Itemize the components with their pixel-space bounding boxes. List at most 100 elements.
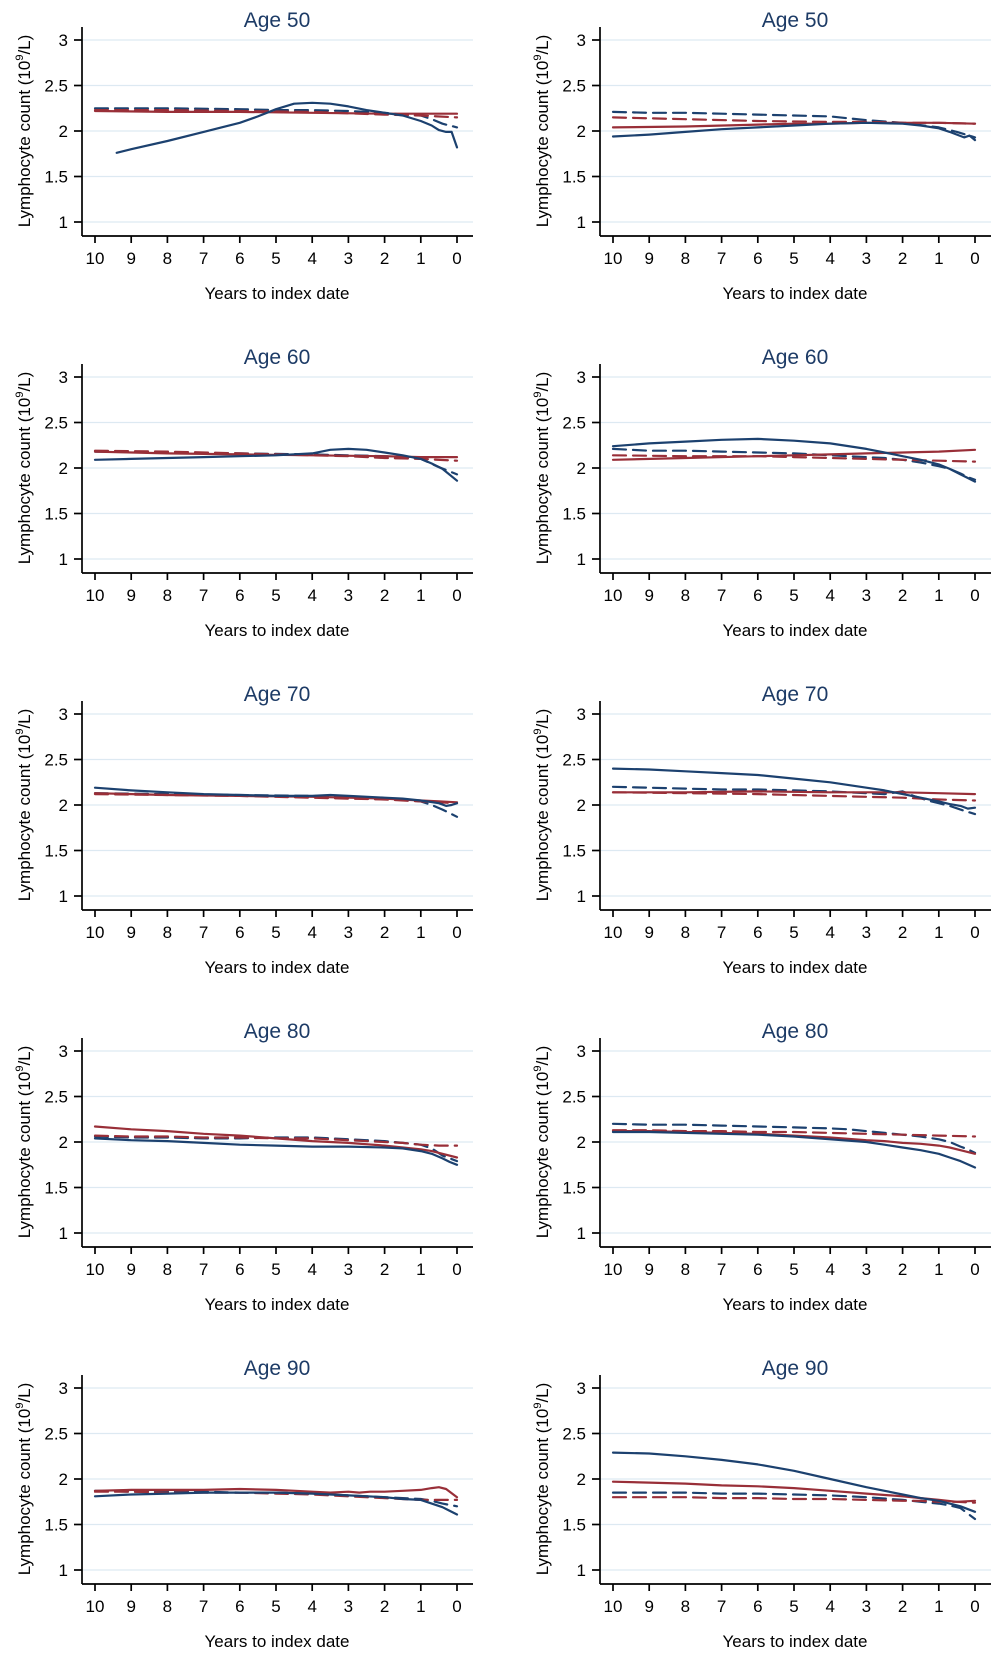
- x-tick-label: 1: [416, 1597, 425, 1616]
- x-tick-label: 9: [126, 1260, 135, 1279]
- x-tick-label: 0: [452, 923, 461, 942]
- x-tick-label: 6: [753, 1260, 762, 1279]
- x-tick-label: 7: [717, 586, 726, 605]
- x-axis-label: Years to index date: [205, 1295, 350, 1314]
- y-tick-label: 2.5: [562, 751, 586, 770]
- x-tick-label: 3: [344, 586, 353, 605]
- x-tick-label: 4: [307, 586, 316, 605]
- y-axis-label: Lymphocyte count (109/L): [532, 35, 552, 228]
- x-tick-label: 7: [199, 923, 208, 942]
- x-tick-label: 6: [235, 586, 244, 605]
- x-tick-label: 0: [452, 1597, 461, 1616]
- y-tick-label: 3: [577, 1379, 586, 1398]
- x-tick-label: 5: [789, 1597, 798, 1616]
- x-tick-label: 10: [604, 923, 623, 942]
- chart-cell-row5-left: 1 1.5 2 2.5 3 10 9 8 7 6 5 4 3 2 1 0 Age 90 Years to inde…: [0, 1348, 500, 1655]
- x-tick-label: 8: [163, 1260, 172, 1279]
- x-tick-label: 6: [753, 1597, 762, 1616]
- chart-title: Age 90: [244, 1357, 311, 1380]
- x-tick-label: 5: [789, 923, 798, 942]
- y-tick-label: 1: [577, 887, 586, 906]
- x-tick-label: 10: [86, 586, 105, 605]
- x-tick-label: 7: [717, 1260, 726, 1279]
- x-tick-label: 10: [86, 1597, 105, 1616]
- x-tick-label: 1: [416, 586, 425, 605]
- x-tick-label: 2: [898, 249, 907, 268]
- x-tick-label: 2: [380, 923, 389, 942]
- y-tick-label: 2: [59, 122, 68, 141]
- y-tick-label: 3: [59, 368, 68, 387]
- x-tick-label: 5: [789, 249, 798, 268]
- chart-cell-row5-right: 1 1.5 2 2.5 3 10 9 8 7 6 5 4 3 2 1 0 Age 90 Years to inde…: [500, 1348, 1000, 1655]
- x-axis-label: Years to index date: [205, 1632, 350, 1651]
- series-maroon-dashed: [93, 109, 459, 119]
- y-tick-label: 2: [59, 1133, 68, 1152]
- y-tick-label: 1: [59, 887, 68, 906]
- x-tick-label: 3: [344, 1597, 353, 1616]
- x-tick-label: 5: [271, 249, 280, 268]
- x-tick-label: 5: [789, 1260, 798, 1279]
- y-tick-label: 1: [59, 213, 68, 232]
- x-tick-label: 5: [271, 1597, 280, 1616]
- chart-cell-row3-right: 1 1.5 2 2.5 3 10 9 8 7 6 5 4 3 2 1 0 Age 70 Years to inde…: [500, 674, 1000, 1011]
- x-tick-label: 4: [825, 586, 834, 605]
- x-tick-label: 0: [452, 586, 461, 605]
- series-navy-dashed: [611, 785, 977, 816]
- x-tick-label: 10: [604, 586, 623, 605]
- y-tick-label: 1: [577, 213, 586, 232]
- x-tick-label: 2: [380, 249, 389, 268]
- y-tick-label: 3: [577, 31, 586, 50]
- x-tick-label: 0: [970, 1597, 979, 1616]
- x-tick-label: 7: [717, 249, 726, 268]
- y-axis-label: Lymphocyte count (109/L): [532, 1383, 552, 1576]
- y-tick-label: 1.5: [44, 505, 68, 524]
- x-tick-label: 5: [789, 586, 798, 605]
- x-tick-label: 2: [898, 923, 907, 942]
- series-navy-solid: [611, 121, 977, 142]
- x-axis-label: Years to index date: [205, 621, 350, 640]
- x-tick-label: 2: [898, 1597, 907, 1616]
- chart-title: Age 60: [244, 346, 311, 369]
- series-maroon-dashed: [93, 1134, 459, 1147]
- x-tick-label: 3: [344, 249, 353, 268]
- x-tick-label: 7: [199, 249, 208, 268]
- series-navy-solid: [611, 1451, 977, 1513]
- y-axis-label: Lymphocyte count (109/L): [532, 1046, 552, 1239]
- y-tick-label: 2.5: [44, 1088, 68, 1107]
- x-tick-label: 10: [604, 249, 623, 268]
- x-tick-label: 8: [163, 923, 172, 942]
- x-tick-label: 0: [452, 249, 461, 268]
- x-tick-label: 1: [416, 923, 425, 942]
- x-tick-label: 0: [970, 249, 979, 268]
- x-axis-label: Years to index date: [723, 1632, 868, 1651]
- series-maroon-solid: [93, 1486, 459, 1499]
- x-tick-label: 4: [307, 1260, 316, 1279]
- y-axis-label: Lymphocyte count (109/L): [14, 372, 34, 565]
- y-axis-label: Lymphocyte count (109/L): [14, 1046, 34, 1239]
- y-tick-label: 2: [577, 459, 586, 478]
- y-tick-label: 2.5: [562, 414, 586, 433]
- series-navy-dashed: [611, 1122, 977, 1154]
- x-tick-label: 9: [644, 249, 653, 268]
- x-tick-label: 3: [862, 1597, 871, 1616]
- series-navy-dashed: [611, 1491, 977, 1521]
- x-tick-label: 6: [235, 249, 244, 268]
- chart-title: Age 50: [762, 9, 829, 32]
- y-tick-label: 2.5: [44, 414, 68, 433]
- x-tick-label: 8: [163, 1597, 172, 1616]
- series-navy-dashed: [93, 107, 459, 129]
- y-tick-label: 1: [59, 550, 68, 569]
- x-tick-label: 4: [307, 923, 316, 942]
- y-axis-label: Lymphocyte count (109/L): [14, 709, 34, 902]
- x-axis-label: Years to index date: [205, 958, 350, 977]
- series-maroon-solid: [611, 790, 977, 796]
- x-tick-label: 8: [163, 249, 172, 268]
- chart-title: Age 60: [762, 346, 829, 369]
- y-tick-label: 1.5: [44, 1516, 68, 1535]
- x-tick-label: 1: [416, 1260, 425, 1279]
- y-axis-label: Lymphocyte count (109/L): [14, 35, 34, 228]
